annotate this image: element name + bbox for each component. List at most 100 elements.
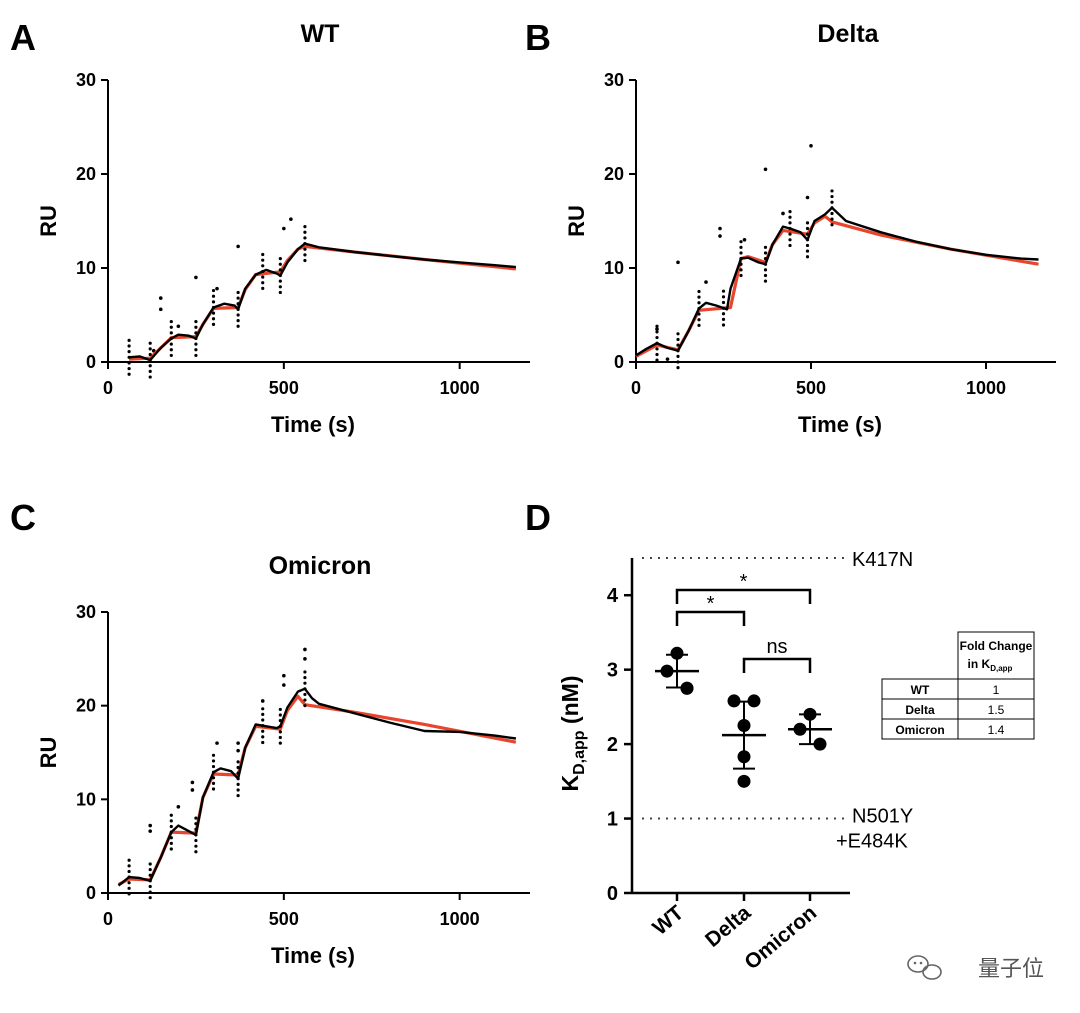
significance-bracket: [742, 657, 812, 673]
y-tick-label: 2: [607, 734, 618, 756]
y-tick-label: 3: [607, 660, 618, 682]
data-point: [805, 226, 810, 231]
table-row-value: 1.4: [988, 723, 1005, 737]
data-point: [721, 312, 726, 316]
kd-point: [737, 774, 751, 788]
data-point: [211, 322, 216, 326]
data-point: [261, 724, 265, 728]
data-point: [303, 687, 307, 691]
data-point: [830, 211, 834, 216]
data-point: [261, 735, 265, 739]
data-point: [236, 760, 240, 764]
y-tick-label: 1: [607, 809, 618, 831]
data-point: [236, 771, 240, 775]
data-point: [739, 245, 743, 249]
data-point: [236, 319, 240, 323]
significance-label: *: [707, 593, 715, 615]
data-point: [303, 253, 307, 257]
panel-letter-a: A: [10, 17, 36, 58]
y-tick-label: 0: [607, 883, 618, 905]
data-point: [236, 313, 240, 317]
y-tick-label: 4: [607, 585, 619, 607]
data-point: [169, 353, 173, 358]
data-point: [211, 764, 216, 769]
data-point: [739, 257, 743, 261]
data-point: [676, 337, 680, 342]
data-point: [278, 268, 282, 272]
data-point: [211, 300, 216, 304]
data-point: [236, 788, 240, 792]
data-point: [169, 813, 173, 817]
data-point: [788, 243, 792, 248]
y-tick-label: 30: [604, 70, 624, 90]
data-point: [148, 375, 152, 379]
data-point: [194, 353, 198, 358]
data-point: [676, 354, 680, 358]
data-point: [169, 830, 173, 834]
data-point: [148, 896, 152, 900]
panel-b: B Delta 0 10 20 30 0 500 1000 Time (s) RU: [525, 17, 1056, 437]
y-tick-label: 30: [76, 70, 96, 90]
data-point: [176, 805, 181, 809]
data-point: [236, 307, 240, 311]
data-point: [739, 268, 743, 272]
data-point: [261, 269, 265, 274]
data-point: [169, 336, 173, 341]
y-tick-label: 30: [76, 602, 96, 622]
data-point: [763, 268, 768, 272]
wechat-icon: [907, 955, 942, 980]
data-point: [278, 273, 282, 278]
data-point: [742, 238, 747, 242]
data-point: [788, 238, 792, 242]
data-point: [211, 781, 216, 786]
data-point: [721, 289, 726, 293]
data-point: [303, 675, 307, 680]
data-point: [697, 289, 701, 294]
data-point: [176, 324, 181, 329]
data-point: [655, 352, 659, 357]
data-point: [127, 881, 131, 885]
data-point: [211, 294, 216, 298]
data-point: [697, 323, 701, 327]
data-point: [127, 858, 131, 862]
data-point: [169, 331, 173, 335]
data-point: [278, 262, 282, 266]
data-point: [194, 844, 198, 848]
table-header-line2: in KD,app: [968, 657, 1013, 673]
y-axis-label: RU: [564, 205, 589, 237]
data-point: [211, 311, 216, 315]
data-point: [127, 355, 131, 359]
data-point: [303, 236, 307, 240]
data-point: [148, 358, 152, 362]
fit-curve: [117, 694, 517, 887]
data-point: [830, 223, 834, 227]
data-point: [148, 867, 152, 872]
data-point: [303, 241, 307, 246]
measured-curve: [117, 687, 517, 887]
data-point: [278, 285, 282, 289]
data-point: [721, 295, 726, 299]
data-point: [763, 273, 768, 278]
data-point: [148, 341, 152, 345]
x-tick-label: 500: [269, 909, 299, 929]
data-point: [148, 890, 152, 894]
data-point: [215, 741, 219, 745]
fit-curve: [635, 214, 1039, 358]
data-point: [158, 307, 163, 312]
data-point: [805, 195, 810, 200]
watermark: 量子位: [907, 955, 1044, 982]
data-point: [211, 776, 216, 780]
panel-title-c: Omicron: [269, 552, 372, 580]
data-point: [236, 765, 240, 770]
data-point: [303, 258, 307, 263]
data-point: [169, 325, 173, 329]
data-point: [788, 221, 792, 225]
data-point: [303, 647, 307, 652]
data-point: [169, 342, 173, 346]
data-point: [278, 713, 282, 717]
kd-point: [670, 646, 684, 660]
data-point: [194, 348, 198, 352]
x-tick-label: WT: [648, 901, 688, 940]
y-axis-label-unit: (nM): [557, 676, 583, 731]
